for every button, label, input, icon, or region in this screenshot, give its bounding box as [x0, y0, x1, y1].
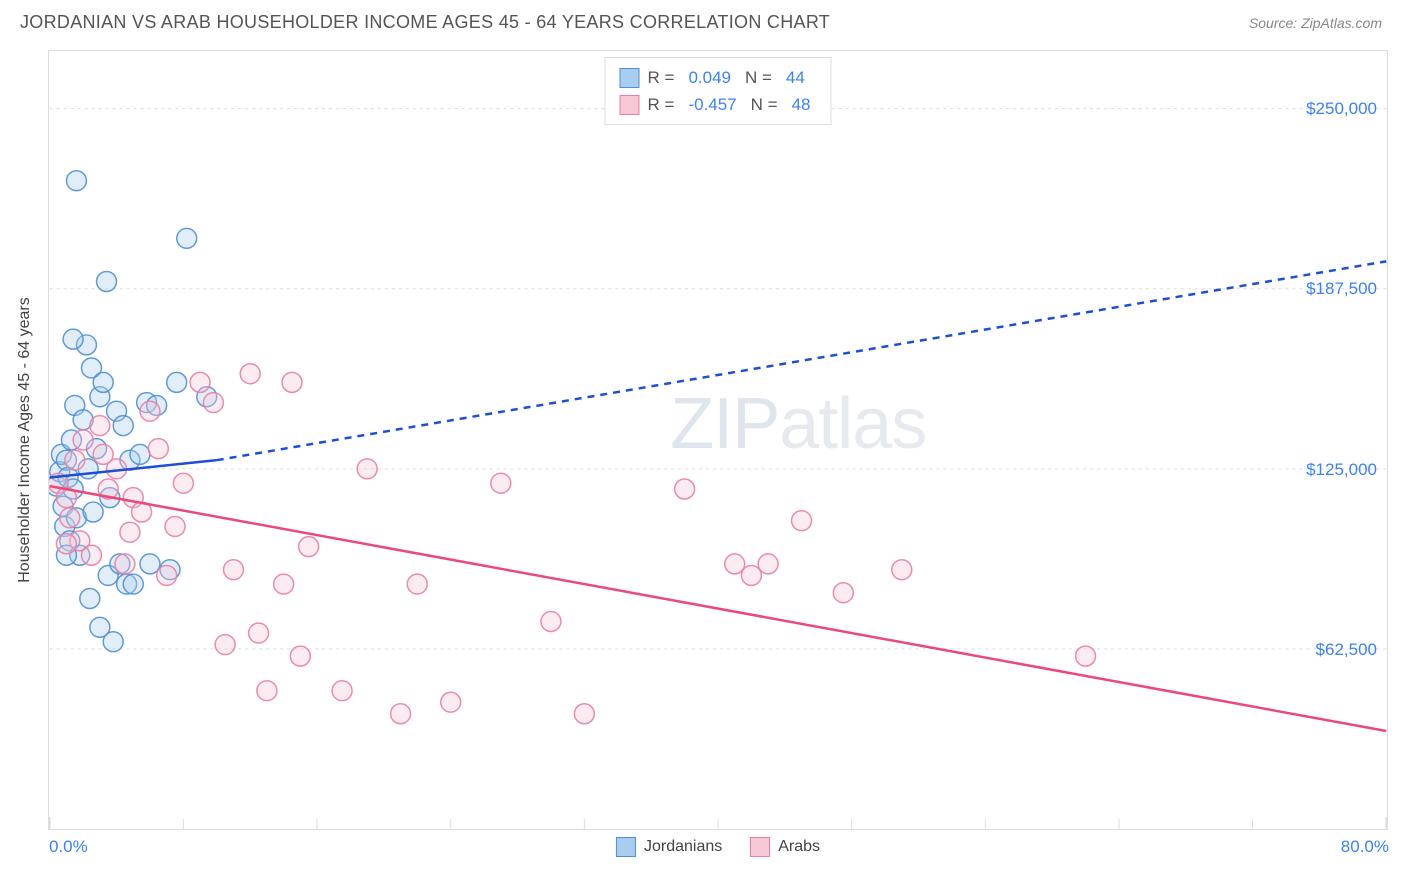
chart-area: Householder Income Ages 45 - 64 years ZI…: [48, 50, 1388, 830]
n-label: N =: [745, 64, 772, 91]
r-value: -0.457: [688, 91, 736, 118]
watermark: ZIPatlas: [670, 383, 926, 465]
legend-label: Arabs: [778, 838, 820, 856]
legend-item-0: Jordanians: [616, 837, 722, 857]
xtick-label: 80.0%: [1341, 837, 1389, 857]
corr-row-1: R = -0.457 N = 48: [620, 91, 817, 118]
y-axis-label: Householder Income Ages 45 - 64 years: [16, 297, 34, 583]
n-value: 44: [786, 64, 805, 91]
ytick-label: $125,000: [1306, 460, 1377, 480]
r-label: R =: [648, 91, 675, 118]
xtick-label: 0.0%: [49, 837, 88, 857]
swatch-icon: [616, 837, 636, 857]
bottom-legend: Jordanians Arabs: [616, 837, 820, 857]
swatch-icon: [620, 95, 640, 115]
r-label: R =: [648, 64, 675, 91]
corr-row-0: R = 0.049 N = 44: [620, 64, 817, 91]
legend-label: Jordanians: [644, 838, 722, 856]
swatch-icon: [750, 837, 770, 857]
legend-item-1: Arabs: [750, 837, 820, 857]
ytick-label: $62,500: [1316, 640, 1377, 660]
n-value: 48: [792, 91, 811, 118]
n-label: N =: [751, 91, 778, 118]
correlation-legend: R = 0.049 N = 44 R = -0.457 N = 48: [605, 57, 832, 125]
source-label: Source: ZipAtlas.com: [1249, 15, 1382, 31]
header: JORDANIAN VS ARAB HOUSEHOLDER INCOME AGE…: [0, 0, 1406, 41]
ytick-label: $250,000: [1306, 99, 1377, 119]
ytick-label: $187,500: [1306, 279, 1377, 299]
r-value: 0.049: [688, 64, 731, 91]
chart-title: JORDANIAN VS ARAB HOUSEHOLDER INCOME AGE…: [20, 12, 830, 33]
watermark-part2: atlas: [779, 384, 926, 464]
swatch-icon: [620, 68, 640, 88]
watermark-part1: ZIP: [670, 384, 779, 464]
